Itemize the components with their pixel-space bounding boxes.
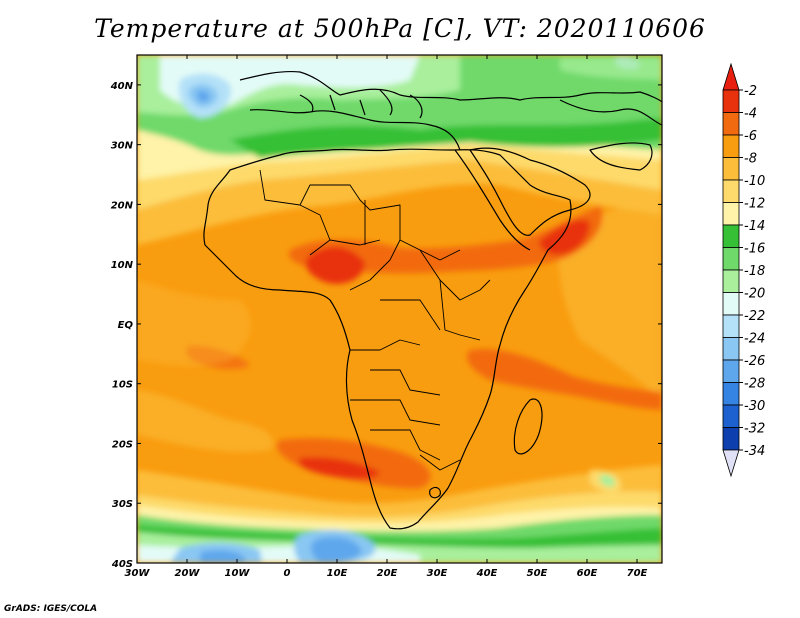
colorbar-label: -6 bbox=[744, 129, 757, 144]
x-tick-label: 50E bbox=[527, 568, 548, 579]
red-sea bbox=[454, 149, 531, 251]
colorbar-swatch bbox=[722, 89, 740, 113]
y-axis-ticks: 40N 30N 20N 10N EQ 10S 20S 30S 40S bbox=[110, 81, 662, 570]
colorbar-label: -4 bbox=[744, 107, 757, 122]
field-band-minus4-sahel bbox=[289, 205, 603, 274]
colorbar-swatch bbox=[722, 134, 740, 158]
field-band-minus14-dark bbox=[230, 118, 662, 158]
colorbar-swatch bbox=[722, 404, 740, 428]
x-tick-label: 30W bbox=[125, 568, 151, 579]
colorbar-swatch bbox=[722, 269, 740, 293]
madagascar bbox=[513, 398, 543, 455]
x-tick-label: 40E bbox=[476, 568, 498, 579]
colorbar: -2 -4 -6 -8 -10 -12 -14 -16 -18 -20 -22 -24 -26 -28 -3… bbox=[722, 62, 765, 478]
colorbar-label: -10 bbox=[744, 174, 765, 189]
colorbar-swatch bbox=[722, 382, 740, 406]
colorbar-label: -30 bbox=[744, 399, 765, 414]
colorbar-swatch bbox=[722, 179, 740, 203]
y-tick-label: 20S bbox=[112, 439, 133, 450]
y-tick-label: 40N bbox=[110, 81, 134, 92]
colorbar-label: -14 bbox=[744, 219, 765, 234]
y-tick-label: 30N bbox=[111, 141, 134, 152]
colorbar-label: -2 bbox=[744, 84, 757, 99]
y-tick-label: 40S bbox=[111, 559, 133, 570]
african-borders bbox=[259, 169, 491, 471]
colorbar-swatch bbox=[722, 314, 740, 338]
colorbar-label: -8 bbox=[744, 152, 757, 167]
x-tick-label: 10W bbox=[225, 568, 251, 579]
colorbar-label: -22 bbox=[744, 309, 765, 324]
x-tick-label: 0 bbox=[284, 568, 291, 579]
temperature-field bbox=[137, 55, 662, 563]
x-tick-label: 70E bbox=[627, 568, 648, 579]
arabian-peninsula bbox=[469, 147, 591, 236]
field-band-minus4-south bbox=[466, 349, 662, 410]
y-tick-label: EQ bbox=[118, 320, 134, 331]
colorbar-top-arrow bbox=[722, 62, 740, 91]
colorbar-label: -24 bbox=[744, 332, 765, 347]
colorbar-swatch bbox=[722, 112, 740, 136]
colorbar-label: -32 bbox=[744, 422, 765, 437]
x-tick-label: 60E bbox=[577, 568, 598, 579]
y-tick-label: 10S bbox=[112, 380, 133, 391]
colorbar-label: -28 bbox=[744, 377, 765, 392]
x-axis-ticks: 30W 20W 10W 0 10E 20E 30E 40E 50E 60E 70E bbox=[125, 55, 648, 579]
x-tick-label: 10E bbox=[327, 568, 348, 579]
map-title: Temperature at 500hPa [C], VT: 202011060… bbox=[94, 14, 706, 43]
grads-credit: GrADS: IGES/COLA bbox=[4, 604, 98, 614]
colorbar-label: -26 bbox=[744, 354, 765, 369]
colorbar-label: -12 bbox=[744, 197, 765, 212]
y-tick-label: 30S bbox=[112, 499, 133, 510]
colorbar-bottom-arrow bbox=[722, 449, 740, 478]
colorbar-swatch bbox=[722, 247, 740, 271]
colorbar-label: -20 bbox=[744, 287, 765, 302]
colorbar-swatch bbox=[722, 359, 740, 383]
x-tick-label: 20E bbox=[377, 568, 398, 579]
colorbar-swatch bbox=[722, 292, 740, 316]
colorbar-label: -18 bbox=[744, 264, 765, 279]
colorbar-swatch bbox=[722, 202, 740, 226]
x-tick-label: 20W bbox=[175, 568, 201, 579]
colorbar-swatch bbox=[722, 157, 740, 181]
colorbar-label: -34 bbox=[744, 444, 765, 459]
plot-frame bbox=[136, 54, 663, 564]
africa-coastline bbox=[203, 148, 572, 530]
y-tick-label: 20N bbox=[111, 200, 134, 211]
mediterranean-north bbox=[239, 70, 662, 103]
colorbar-label: -16 bbox=[744, 242, 765, 257]
x-tick-label: 30E bbox=[427, 568, 448, 579]
coastlines-and-borders bbox=[203, 70, 662, 530]
colorbar-swatch bbox=[722, 337, 740, 361]
colorbar-swatch bbox=[722, 224, 740, 248]
colorbar-swatch bbox=[722, 427, 740, 451]
y-tick-label: 10N bbox=[111, 260, 134, 271]
